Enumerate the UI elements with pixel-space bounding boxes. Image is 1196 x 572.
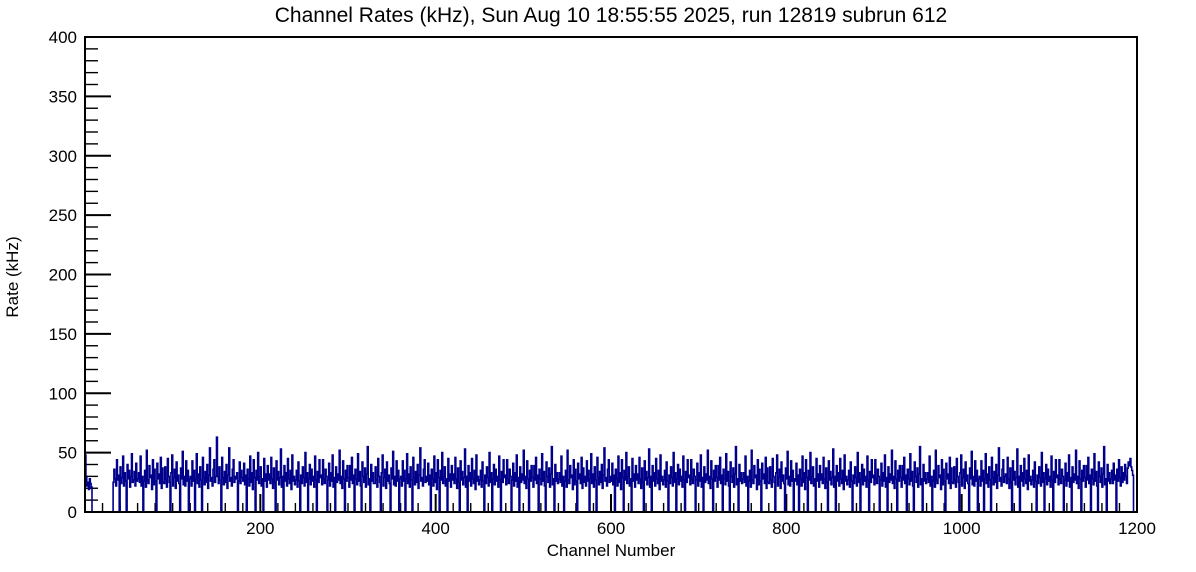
y-tick-label: 400 [49, 28, 77, 47]
y-tick-label: 100 [49, 384, 77, 403]
plot-frame [84, 36, 1138, 513]
rate-histogram-series [84, 436, 1137, 513]
y-tick-label: 300 [49, 147, 77, 166]
x-tick-label: 400 [421, 519, 449, 538]
y-tick-label: 200 [49, 266, 77, 285]
x-tick-label: 800 [772, 519, 800, 538]
x-tick-label: 1000 [943, 519, 981, 538]
y-tick-label: 150 [49, 325, 77, 344]
x-axis-title: Channel Number [546, 541, 676, 560]
chart-title: Channel Rates (kHz), Sun Aug 10 18:55:55… [274, 4, 948, 27]
x-tick-label: 1200 [1118, 519, 1156, 538]
axis-tick-labels: 0 50 100 150 200 250 300 350 400 200 400 600 800 1000… [49, 28, 1156, 538]
y-tick-label: 50 [58, 444, 77, 463]
y-tick-label: 250 [49, 206, 77, 225]
y-tick-label: 0 [68, 503, 77, 522]
y-tick-label: 350 [49, 87, 77, 106]
axis-ticks [85, 36, 1138, 513]
rate-histogram-line [84, 436, 1137, 513]
x-tick-label: 600 [597, 519, 625, 538]
x-tick-label: 200 [246, 519, 274, 538]
